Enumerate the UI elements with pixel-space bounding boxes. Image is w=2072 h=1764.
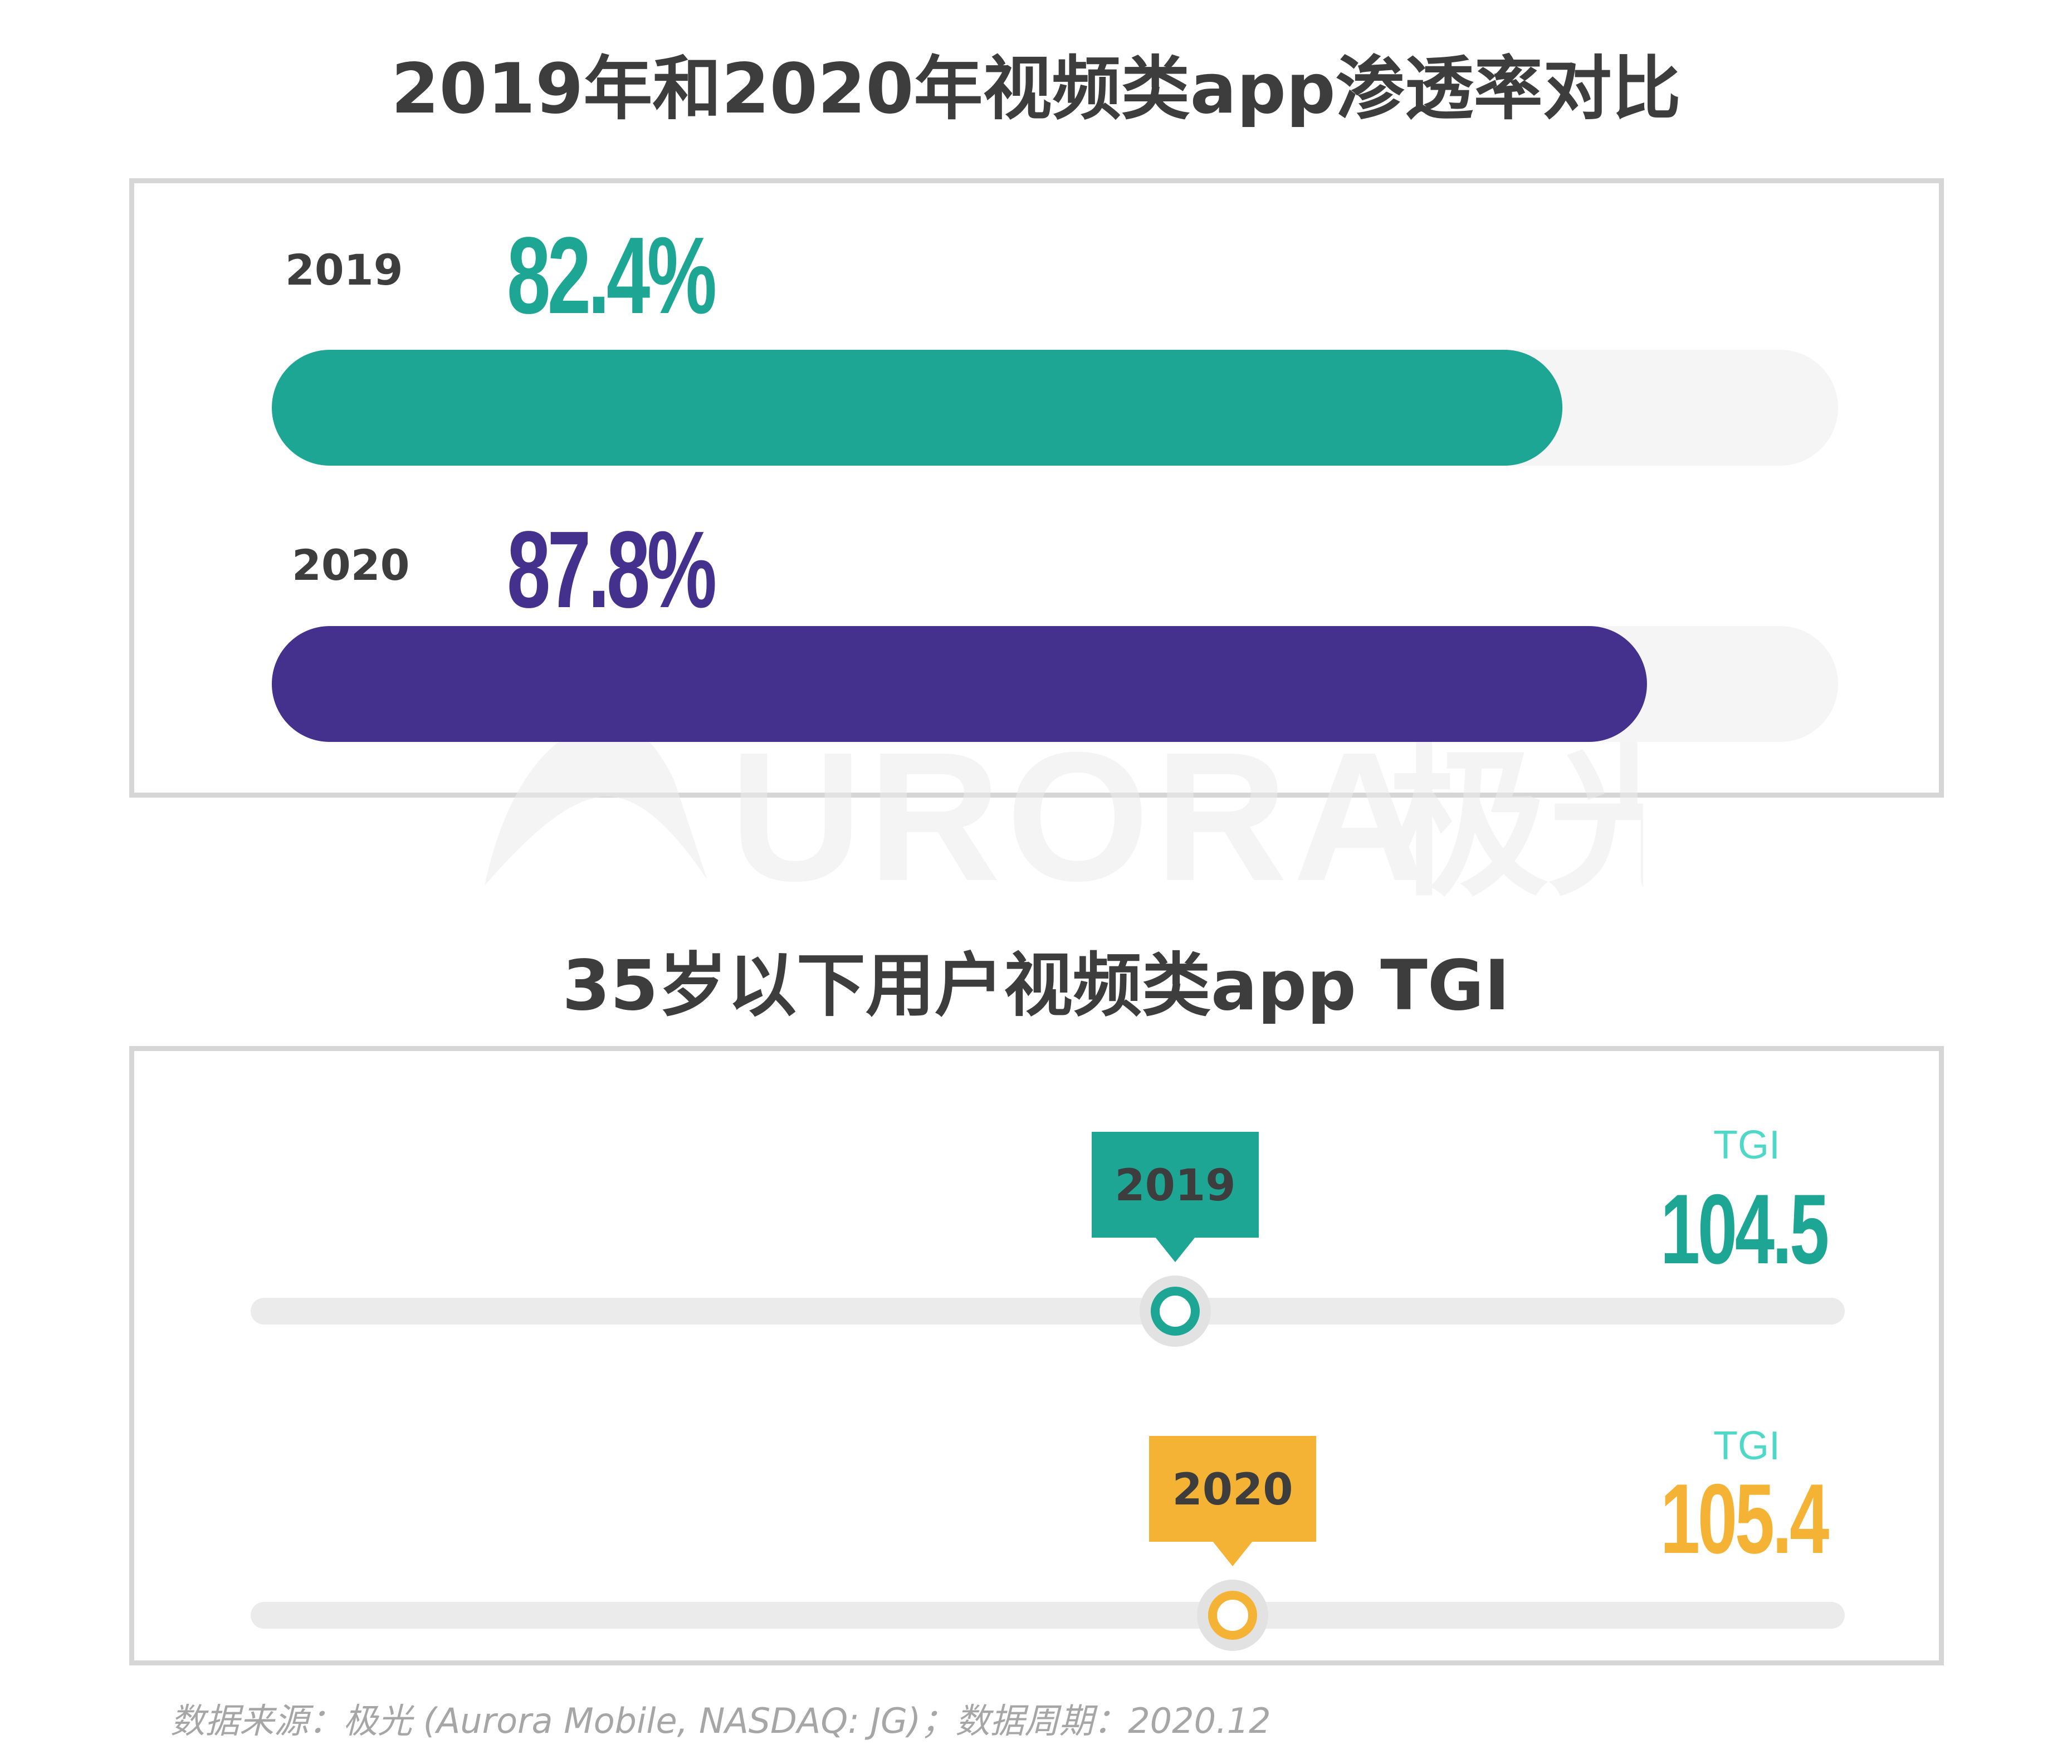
penetration-panel bbox=[129, 178, 1944, 798]
tgi-track-2020 bbox=[251, 1602, 1845, 1629]
bar-2019 bbox=[272, 350, 1563, 466]
bar-category-label-2020: 2020 bbox=[292, 540, 410, 590]
tgi-callout-2020 bbox=[1149, 1436, 1316, 1542]
chart-title-penetration: 2019年和2020年视频类app渗透率对比 bbox=[391, 49, 1681, 129]
tgi-callout-pointer-2020 bbox=[1212, 1541, 1253, 1566]
watermark-text-cn: 极光 bbox=[1387, 731, 1643, 913]
bar-value-label-2019: 82.4% bbox=[507, 214, 717, 336]
tgi-callout-label-2019: 2019 bbox=[1115, 1161, 1235, 1211]
bar-value-label-2020: 87.8% bbox=[507, 509, 717, 631]
watermark-text: URORA bbox=[730, 714, 1431, 913]
bar-category-label-2019: 2019 bbox=[285, 245, 403, 295]
aurora-logo-icon bbox=[485, 724, 707, 886]
tgi-caption-2019: TGI bbox=[1713, 1123, 1780, 1167]
bar-2020 bbox=[272, 626, 1647, 742]
tgi-marker-2019 bbox=[1150, 1287, 1200, 1336]
tgi-caption-2020: TGI bbox=[1713, 1424, 1780, 1468]
tgi-value-2020: 105.4 bbox=[1660, 1463, 1829, 1574]
data-source-note: 数据来源：极光 (Aurora Mobile, NASDAQ: JG)；数据周期… bbox=[170, 1701, 1271, 1741]
tgi-marker-2020 bbox=[1208, 1591, 1257, 1640]
tgi-panel bbox=[129, 1046, 1944, 1665]
tgi-callout-pointer-2019 bbox=[1155, 1237, 1195, 1262]
tgi-track-2019 bbox=[251, 1298, 1845, 1325]
aurora-watermark: URORA 极光 bbox=[485, 714, 1643, 913]
tgi-callout-label-2020: 2020 bbox=[1172, 1465, 1293, 1515]
tgi-callout-2019 bbox=[1091, 1132, 1259, 1238]
chart-title-tgi: 35岁以下用户视频类app TGI bbox=[562, 946, 1510, 1026]
tgi-value-2019: 104.5 bbox=[1660, 1174, 1829, 1284]
